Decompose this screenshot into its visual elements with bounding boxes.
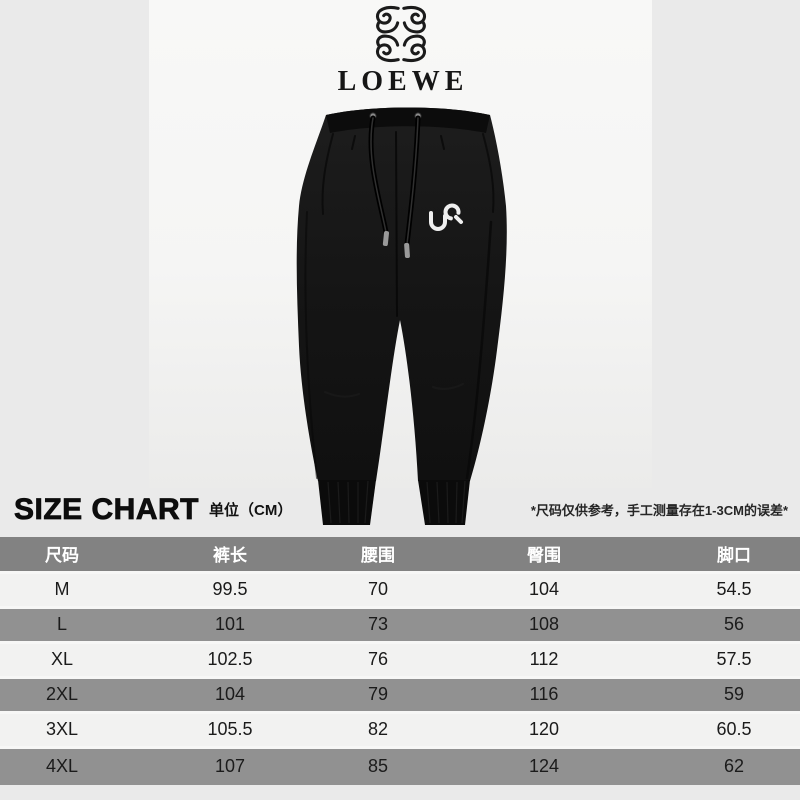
cell-size: L: [0, 607, 124, 644]
product-photo-card: LOEWE: [149, 0, 652, 488]
table-row: 4XL 107 85 124 62: [0, 747, 800, 785]
cell-waist: 76: [336, 642, 420, 679]
table-row: 3XL 105.5 82 120 60.5: [0, 712, 800, 749]
drawstring-right-sheen: [406, 117, 419, 245]
cell-leg-opening: 56: [668, 607, 800, 644]
cell-hip: 108: [420, 607, 668, 644]
size-chart-unit-label: 单位（CM）: [209, 502, 293, 519]
cell-leg-opening: 59: [668, 677, 800, 714]
cuff-ribbing: [327, 480, 466, 524]
drawstring-aglet-right: [404, 242, 410, 259]
cell-waist: 70: [336, 572, 420, 609]
cell-waist: 79: [336, 677, 420, 714]
cell-waist: 82: [336, 712, 420, 749]
drawstring-left-sheen: [370, 117, 387, 233]
cell-pant-length: 105.5: [124, 712, 336, 749]
size-chart-title: SIZE CHART: [14, 492, 199, 526]
table-row: 2XL 104 79 116 59: [0, 677, 800, 714]
cell-leg-opening: 54.5: [668, 572, 800, 609]
pants-cuff-left: [318, 480, 376, 525]
cell-hip: 124: [420, 747, 668, 785]
cell-pant-length: 104: [124, 677, 336, 714]
drawstring-aglet-left: [382, 230, 390, 247]
column-header-pant-length: 裤长: [124, 537, 336, 574]
pants-seams: [304, 131, 495, 480]
table-header-row: 尺码 裤长 腰围 臀围 脚口: [0, 537, 800, 574]
cell-pant-length: 99.5: [124, 572, 336, 609]
pants-waistband: [326, 107, 490, 133]
cell-hip: 120: [420, 712, 668, 749]
cell-waist: 73: [336, 607, 420, 644]
column-header-hip: 臀围: [420, 537, 668, 574]
brand-wordmark: LOEWE: [337, 66, 469, 97]
cell-hip: 112: [420, 642, 668, 679]
loewe-anagram-icon: [375, 6, 426, 62]
cell-size: 4XL: [0, 747, 124, 785]
cell-leg-opening: 60.5: [668, 712, 800, 749]
cell-size: M: [0, 572, 124, 609]
brand-logo: LOEWE: [149, 0, 652, 98]
cell-pant-length: 102.5: [124, 642, 336, 679]
cell-pant-length: 101: [124, 607, 336, 644]
column-header-waist: 腰围: [336, 537, 420, 574]
table-row: XL 102.5 76 112 57.5: [0, 642, 800, 679]
pants-silhouette: [296, 107, 507, 481]
on-logo-patch-icon: [429, 203, 463, 231]
size-chart-table: 尺码 裤长 腰围 臀围 脚口 M 99.5 70 104 54.5 L 101 …: [0, 537, 800, 785]
cell-size: 3XL: [0, 712, 124, 749]
column-header-leg-opening: 脚口: [668, 537, 800, 574]
table-row: L 101 73 108 56: [0, 607, 800, 644]
size-chart-header: SIZE CHART 单位（CM） *尺码仅供参考，手工测量存在1-3CM的误差…: [0, 488, 800, 537]
product-photo-section: LOEWE: [149, 0, 652, 525]
cell-size: 2XL: [0, 677, 124, 714]
cell-waist: 85: [336, 747, 420, 785]
cell-hip: 116: [420, 677, 668, 714]
cell-leg-opening: 62: [668, 747, 800, 785]
cell-size: XL: [0, 642, 124, 679]
pants-image: [296, 107, 507, 525]
cell-leg-opening: 57.5: [668, 642, 800, 679]
size-chart-note: *尺码仅供参考，手工测量存在1-3CM的误差*: [530, 503, 788, 518]
table-row: M 99.5 70 104 54.5: [0, 572, 800, 609]
column-header-size: 尺码: [0, 537, 124, 574]
cell-pant-length: 107: [124, 747, 336, 785]
cell-hip: 104: [420, 572, 668, 609]
